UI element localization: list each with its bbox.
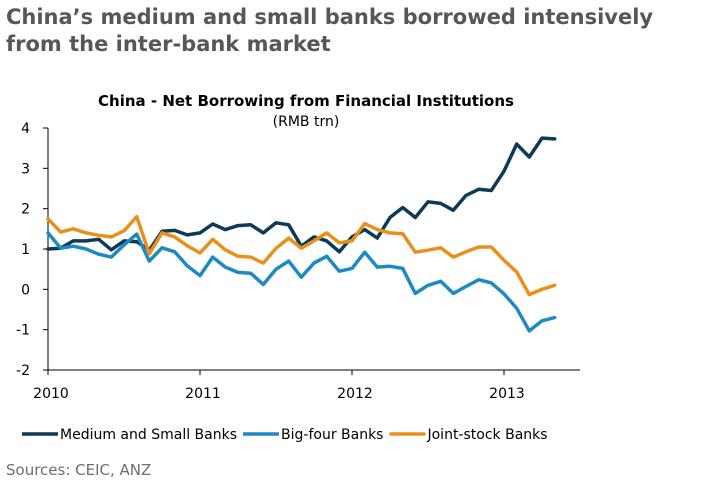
x-tick-label: 2011 — [185, 386, 221, 402]
y-tick-label: 3 — [21, 161, 30, 177]
y-tick-label: 2 — [21, 202, 30, 218]
legend-label: Big-four Banks — [281, 427, 383, 443]
legend: Medium and Small Banks Big-four Banks Join… — [22, 427, 548, 443]
legend-label: Joint-stock Banks — [426, 427, 547, 443]
chart-subtitle: (RMB trn) — [273, 114, 340, 130]
x-tick-label: 2013 — [489, 386, 525, 402]
x-tick-label: 2012 — [337, 386, 373, 402]
y-ticks: -2 -1 0 1 2 3 4 — [16, 121, 48, 379]
series-lines — [46, 136, 557, 333]
x-tick-label: 2010 — [33, 386, 69, 402]
y-tick-label: -1 — [16, 323, 30, 339]
series-line — [46, 214, 557, 297]
y-tick-label: 0 — [21, 282, 30, 298]
legend-label: Medium and Small Banks — [60, 427, 237, 443]
headline: China’s medium and small banks borrowed … — [6, 5, 654, 56]
series-line — [46, 231, 557, 333]
series-line — [46, 136, 557, 254]
y-tick-label: 1 — [21, 242, 30, 258]
source-note: Sources: CEIC, ANZ — [6, 461, 152, 479]
chart-title: China - Net Borrowing from Financial Ins… — [98, 92, 514, 110]
x-ticks: 2010 2011 2012 2013 — [33, 370, 525, 402]
y-tick-label: 4 — [21, 121, 30, 137]
y-tick-label: -2 — [16, 363, 30, 379]
